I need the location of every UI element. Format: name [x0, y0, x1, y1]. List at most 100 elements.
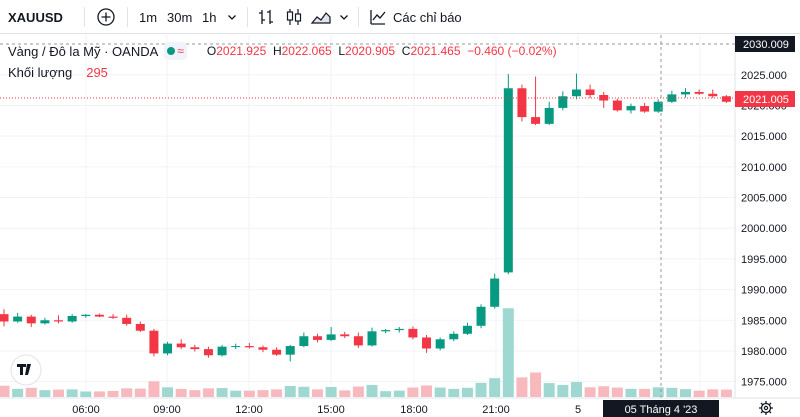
candle-body — [67, 315, 77, 322]
candle-body — [367, 331, 377, 346]
volume-bar — [639, 388, 651, 397]
tradingview-logo[interactable] — [10, 354, 42, 386]
high-value: 2022.065 — [281, 44, 332, 58]
candle-body — [721, 96, 731, 102]
volume-bar — [693, 390, 705, 397]
volume-bar — [516, 377, 528, 397]
legend-symbol-title[interactable]: Vàng / Đô la Mỹ · OANDA — [8, 43, 159, 59]
area-chart-icon — [310, 12, 331, 24]
symbol-search-button[interactable]: XAUUSD — [8, 9, 63, 25]
candle-body — [394, 328, 404, 331]
chart-type-dropdown-button[interactable] — [338, 0, 350, 34]
price-tick-label: 2000.000 — [741, 223, 787, 235]
volume-bar — [543, 383, 555, 397]
candle-body — [381, 330, 391, 332]
candle-body — [54, 320, 64, 322]
time-tick-label: 21:00 — [482, 404, 510, 416]
delayed-data-icon: ≈ — [177, 44, 184, 58]
candle-body — [163, 343, 173, 354]
volume-value: 295 — [86, 65, 108, 80]
candle-body — [0, 314, 9, 322]
legend-volume-row: Khối lượng 295 — [8, 65, 108, 80]
candle-body — [135, 323, 145, 331]
legend-status-pill[interactable]: ≈ — [164, 42, 187, 60]
low-value: 2020.905 — [345, 44, 396, 58]
candle-body — [653, 101, 663, 112]
volume-bar — [393, 390, 405, 397]
volume-bar — [530, 372, 542, 397]
candle-body — [244, 346, 254, 348]
volume-bar — [216, 388, 228, 397]
candle-body — [476, 306, 486, 326]
compare-symbol-button[interactable] — [96, 0, 116, 34]
interval-dropdown-button[interactable] — [226, 0, 238, 34]
candle-body — [517, 88, 527, 118]
volume-bar — [707, 389, 719, 397]
price-tick-label: 1985.000 — [741, 315, 787, 327]
volume-bar — [311, 389, 323, 397]
volume-bar — [652, 387, 664, 397]
volume-bar — [584, 387, 596, 397]
bar-style-button[interactable] — [256, 0, 276, 34]
candlestick-series — [0, 73, 759, 362]
candle-body — [340, 334, 350, 337]
candle-body — [490, 278, 500, 307]
interval-30m-button[interactable]: 30m — [167, 9, 193, 25]
volume-bar — [53, 389, 65, 397]
candle-body — [353, 336, 363, 346]
candle-body — [108, 316, 118, 318]
toolbar-divider — [84, 7, 85, 27]
gear-icon[interactable] — [759, 401, 773, 415]
candle-body — [558, 96, 568, 108]
indicators-button[interactable]: Các chỉ báo — [368, 0, 462, 34]
last-price-badge: 2021.005 — [743, 94, 789, 106]
volume-bar — [407, 387, 419, 397]
volume-bar — [611, 387, 623, 397]
price-tick-label: 2025.000 — [741, 70, 787, 82]
price-chart[interactable]: 2025.0002020.0002015.0002010.0002005.000… — [0, 35, 800, 417]
area-style-button[interactable] — [310, 0, 332, 34]
candle-body — [149, 330, 159, 354]
volume-bar — [625, 388, 637, 397]
volume-label[interactable]: Khối lượng — [8, 65, 73, 80]
candle-style-button[interactable] — [284, 0, 304, 34]
last-price-badge-bg — [735, 91, 795, 107]
time-tick-label: 09:00 — [153, 404, 181, 416]
candle-body — [272, 349, 282, 355]
time-tick-label: 06:00 — [72, 404, 100, 416]
candle-body — [190, 347, 200, 350]
volume-bar — [298, 386, 310, 397]
open-value: 2021.925 — [216, 44, 267, 58]
chart-area[interactable]: 2025.0002020.0002015.0002010.0002005.000… — [0, 35, 800, 417]
time-axis[interactable] — [0, 398, 800, 417]
volume-bar — [134, 388, 146, 397]
volume-bar — [162, 387, 174, 397]
candle-body — [326, 334, 336, 340]
candle-body — [94, 314, 104, 317]
volume-bar — [39, 390, 51, 397]
candle-body — [435, 339, 445, 349]
time-tick-label: 12:00 — [235, 404, 263, 416]
interval-1h-button[interactable]: 1h — [202, 9, 217, 25]
candle-body — [667, 94, 677, 102]
price-axis[interactable] — [735, 35, 800, 398]
volume-bar — [366, 384, 378, 397]
candle-body — [449, 333, 459, 340]
candle-body — [531, 117, 541, 124]
volume-bar — [475, 382, 487, 397]
volume-bar — [175, 388, 187, 397]
volume-bar — [66, 389, 78, 397]
price-tick-label: 2015.000 — [741, 131, 787, 143]
volume-histogram — [0, 308, 760, 397]
volume-bar — [80, 391, 92, 397]
volume-bar — [502, 308, 514, 397]
price-tick-label: 2005.000 — [741, 193, 787, 205]
volume-bar — [325, 387, 337, 397]
interval-1m-button[interactable]: 1m — [139, 9, 158, 25]
candle-body — [694, 91, 704, 94]
change-value: −0.460 (−0.02%) — [467, 44, 557, 58]
volume-bar — [284, 385, 296, 397]
grid-lines — [0, 35, 735, 398]
crosshair-time-label-bg — [603, 400, 719, 417]
